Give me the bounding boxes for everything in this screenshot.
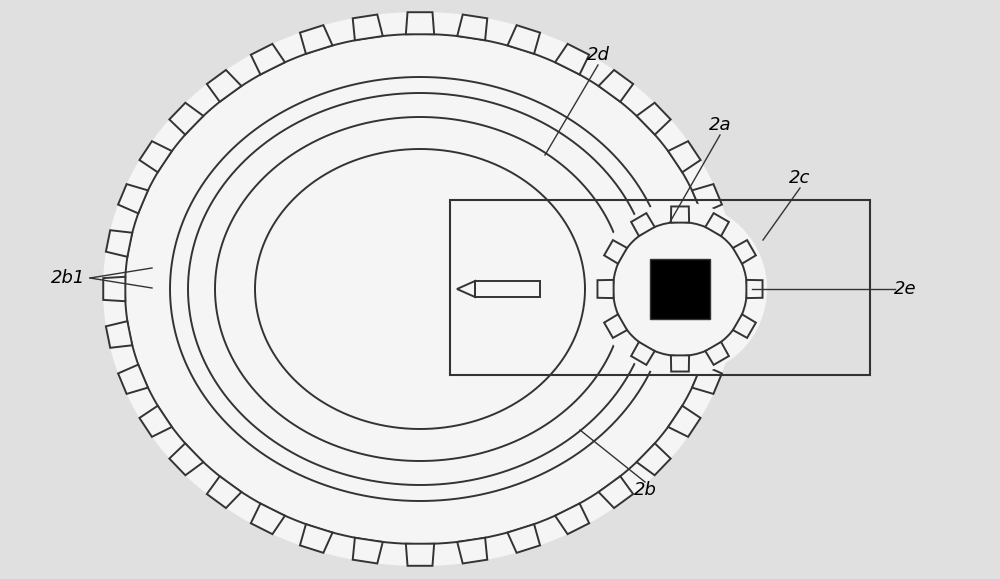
Polygon shape: [106, 230, 132, 257]
Text: 2b: 2b: [634, 481, 656, 499]
Polygon shape: [733, 240, 756, 263]
Polygon shape: [668, 406, 701, 437]
Polygon shape: [746, 280, 763, 298]
Polygon shape: [631, 213, 655, 236]
Text: 2c: 2c: [789, 169, 811, 187]
Polygon shape: [555, 504, 589, 534]
Polygon shape: [708, 230, 734, 257]
Text: 2a: 2a: [709, 116, 731, 134]
Polygon shape: [599, 477, 633, 508]
Polygon shape: [668, 141, 701, 172]
Polygon shape: [118, 184, 148, 214]
Ellipse shape: [593, 202, 767, 376]
Polygon shape: [300, 25, 333, 54]
Polygon shape: [604, 240, 627, 263]
Polygon shape: [103, 12, 737, 566]
Polygon shape: [705, 342, 729, 365]
Text: 2d: 2d: [587, 46, 609, 64]
Polygon shape: [715, 277, 737, 301]
Ellipse shape: [613, 222, 747, 356]
Polygon shape: [637, 444, 671, 475]
Polygon shape: [139, 406, 172, 437]
Polygon shape: [555, 44, 589, 75]
Polygon shape: [457, 538, 487, 563]
Bar: [650, 259, 710, 319]
Bar: [475, 281, 540, 297]
Polygon shape: [637, 102, 671, 135]
Polygon shape: [604, 314, 627, 338]
Polygon shape: [207, 70, 241, 102]
Polygon shape: [457, 281, 475, 297]
Polygon shape: [169, 102, 203, 135]
Polygon shape: [705, 213, 729, 236]
Polygon shape: [733, 314, 756, 338]
Polygon shape: [597, 280, 614, 298]
Polygon shape: [251, 44, 285, 75]
Text: 2b1: 2b1: [51, 269, 85, 287]
Polygon shape: [507, 25, 540, 54]
Polygon shape: [251, 504, 285, 534]
Bar: [450, 200, 870, 375]
Polygon shape: [106, 321, 132, 348]
Polygon shape: [300, 524, 333, 553]
Polygon shape: [406, 544, 434, 566]
Polygon shape: [708, 321, 734, 348]
Polygon shape: [353, 538, 383, 563]
Polygon shape: [692, 184, 722, 214]
Polygon shape: [406, 12, 434, 34]
Polygon shape: [671, 356, 689, 372]
Polygon shape: [631, 342, 655, 365]
Polygon shape: [692, 365, 722, 394]
Polygon shape: [118, 365, 148, 394]
Polygon shape: [103, 277, 125, 301]
Polygon shape: [353, 14, 383, 41]
Polygon shape: [457, 14, 487, 41]
Polygon shape: [671, 207, 689, 222]
Polygon shape: [599, 70, 633, 102]
Polygon shape: [139, 141, 172, 172]
Polygon shape: [207, 477, 241, 508]
Text: 2e: 2e: [894, 280, 916, 298]
Polygon shape: [507, 524, 540, 553]
Polygon shape: [169, 444, 203, 475]
